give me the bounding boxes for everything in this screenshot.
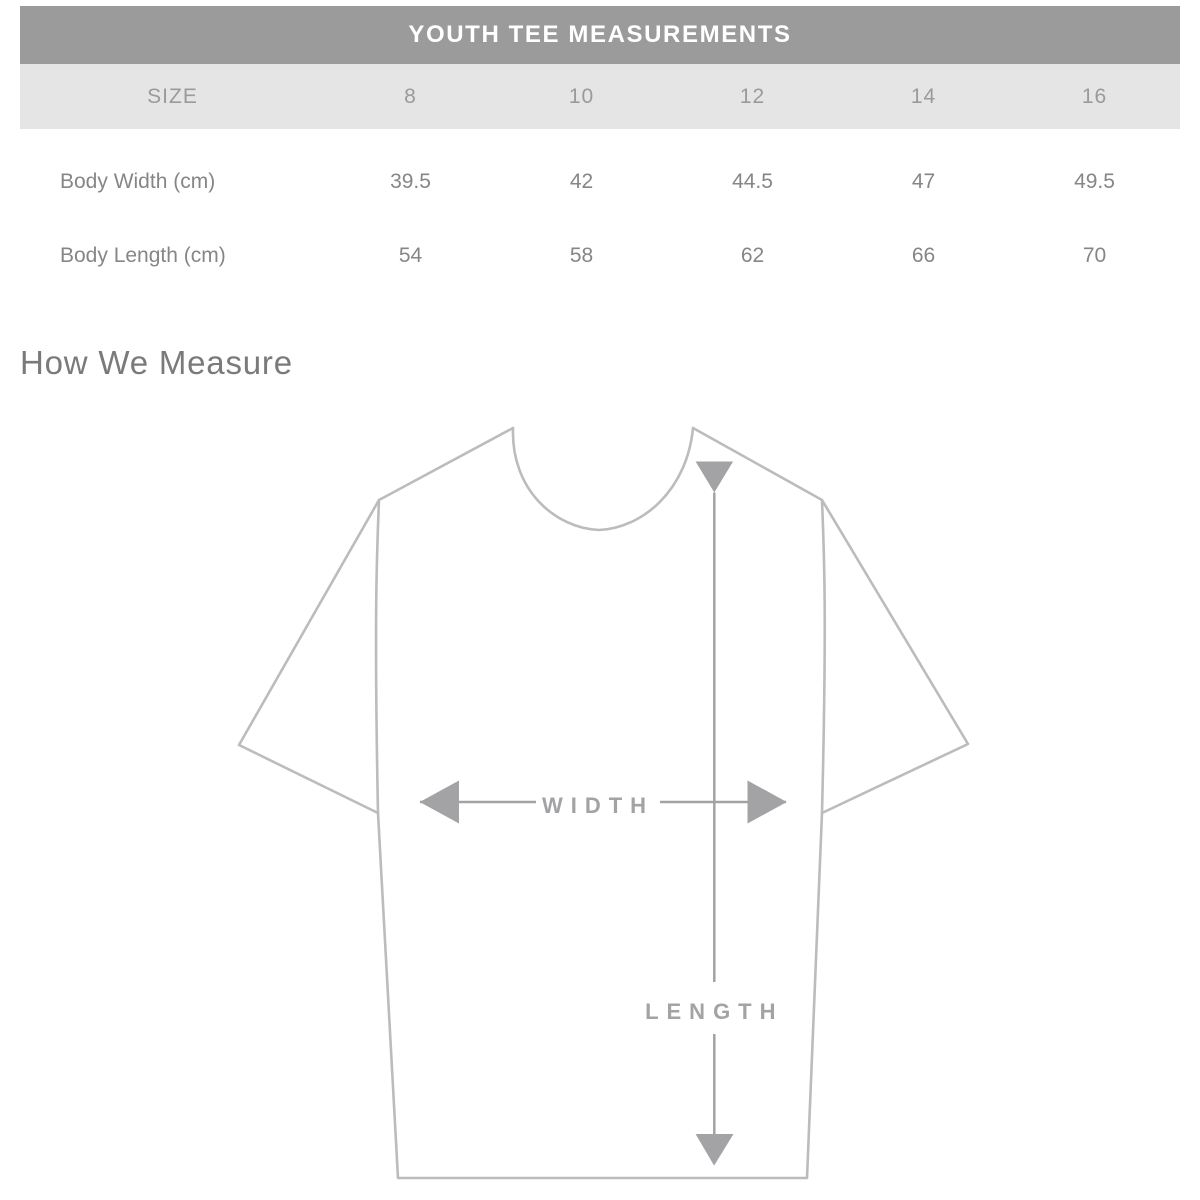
svg-text:LENGTH: LENGTH	[645, 999, 783, 1024]
svg-text:WIDTH: WIDTH	[542, 793, 654, 818]
